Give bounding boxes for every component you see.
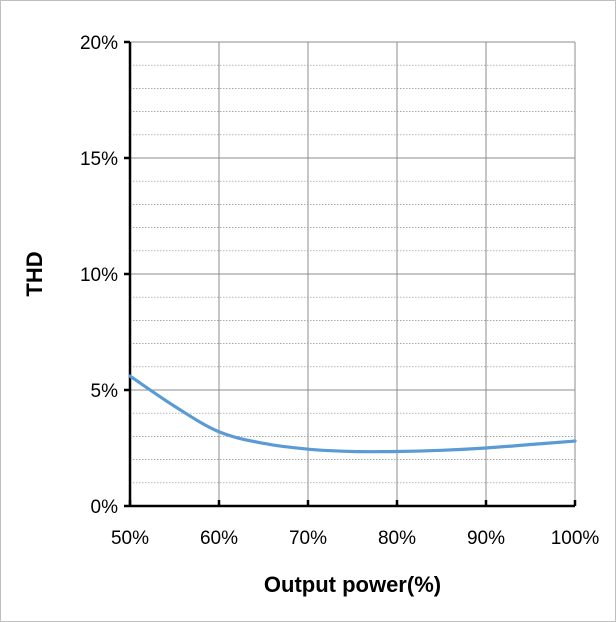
y-axis-title: THD (22, 251, 47, 296)
series-line (128, 374, 577, 454)
series-layer (128, 374, 577, 454)
y-tick-label: 20% (80, 33, 118, 54)
x-tick-label: 50% (111, 528, 149, 549)
x-tick-label: 70% (289, 528, 327, 549)
grid (130, 41, 576, 506)
y-tick-label: 5% (91, 381, 119, 402)
y-tick-label: 15% (80, 149, 118, 170)
tick-labels: 0% 5% 10% 15% 20% 50% 60% 70% 80% 90% 100% (80, 33, 599, 549)
axes (124, 40, 577, 508)
x-tick-label: 80% (378, 528, 416, 549)
y-tick-label: 0% (91, 497, 119, 518)
x-tick-label: 90% (467, 528, 505, 549)
x-tick-label: 100% (551, 528, 600, 549)
x-tick-label: 60% (200, 528, 238, 549)
y-tick-label: 10% (80, 265, 118, 286)
x-axis-title: Output power(%) (264, 572, 441, 597)
